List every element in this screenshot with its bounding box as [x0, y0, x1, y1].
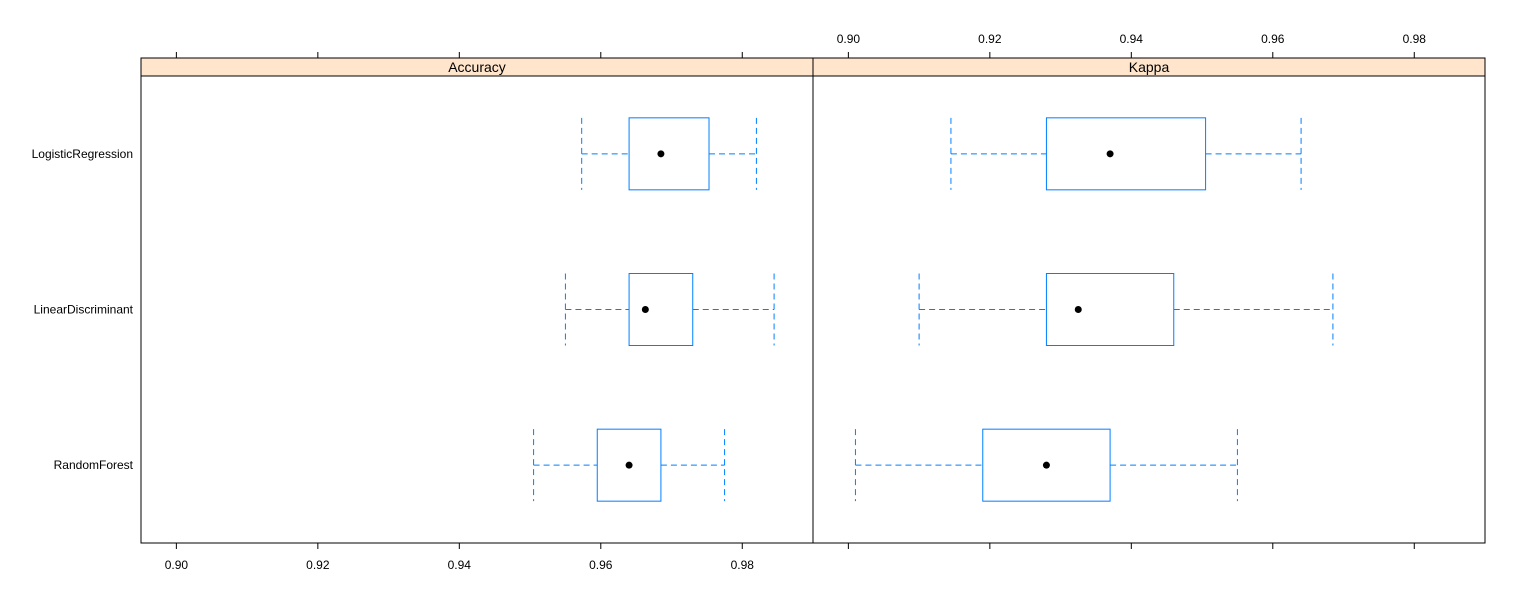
- strip-label: Kappa: [1129, 59, 1170, 75]
- box-logisticregression: [950, 117, 1302, 191]
- median-dot: [641, 306, 649, 313]
- tick-label: 0.90: [837, 32, 861, 46]
- panel-kappa: Kappa 0.90 0.92 0.94 0.96 0.98: [812, 32, 1486, 549]
- box-lineardiscriminant: [918, 273, 1334, 346]
- median-dot: [1106, 150, 1114, 158]
- tick-label: 0.90: [165, 558, 189, 572]
- iqr-box: [628, 117, 710, 191]
- category-label: RandomForest: [54, 458, 134, 472]
- category-label: LogisticRegression: [32, 147, 133, 161]
- panel-accuracy: Accuracy 0.90 0.92 0.94 0.96 0.98: [140, 52, 814, 572]
- box-lineardiscriminant: [564, 273, 775, 346]
- tick-label: 0.92: [306, 558, 330, 572]
- box-randomforest: [854, 428, 1238, 502]
- tick-label: 0.94: [1120, 32, 1144, 46]
- panel-frame: [140, 75, 814, 544]
- tick-label: 0.98: [731, 558, 755, 572]
- box-logisticregression: [581, 117, 757, 191]
- strip-label: Accuracy: [448, 59, 506, 75]
- median-dot: [1042, 461, 1050, 469]
- tick-label: 0.92: [978, 32, 1002, 46]
- tick-label: 0.98: [1403, 32, 1427, 46]
- median-dot: [1074, 306, 1082, 313]
- iqr-box: [1045, 273, 1175, 346]
- tick-label: 0.94: [448, 558, 472, 572]
- box-randomforest: [533, 428, 726, 502]
- category-label: LinearDiscriminant: [34, 303, 134, 317]
- panels: Accuracy 0.90 0.92 0.94 0.96 0.98 Kappa 0.90 0.9…: [140, 32, 1486, 572]
- iqr-box: [628, 273, 694, 346]
- tick-label: 0.96: [1261, 32, 1285, 46]
- tick-label: 0.96: [589, 558, 613, 572]
- panel-frame: [812, 75, 1486, 544]
- iqr-box: [1045, 117, 1207, 191]
- median-dot: [625, 461, 633, 469]
- category-labels: RandomForest LinearDiscriminant LogisticRe…: [32, 147, 134, 472]
- median-dot: [657, 150, 665, 158]
